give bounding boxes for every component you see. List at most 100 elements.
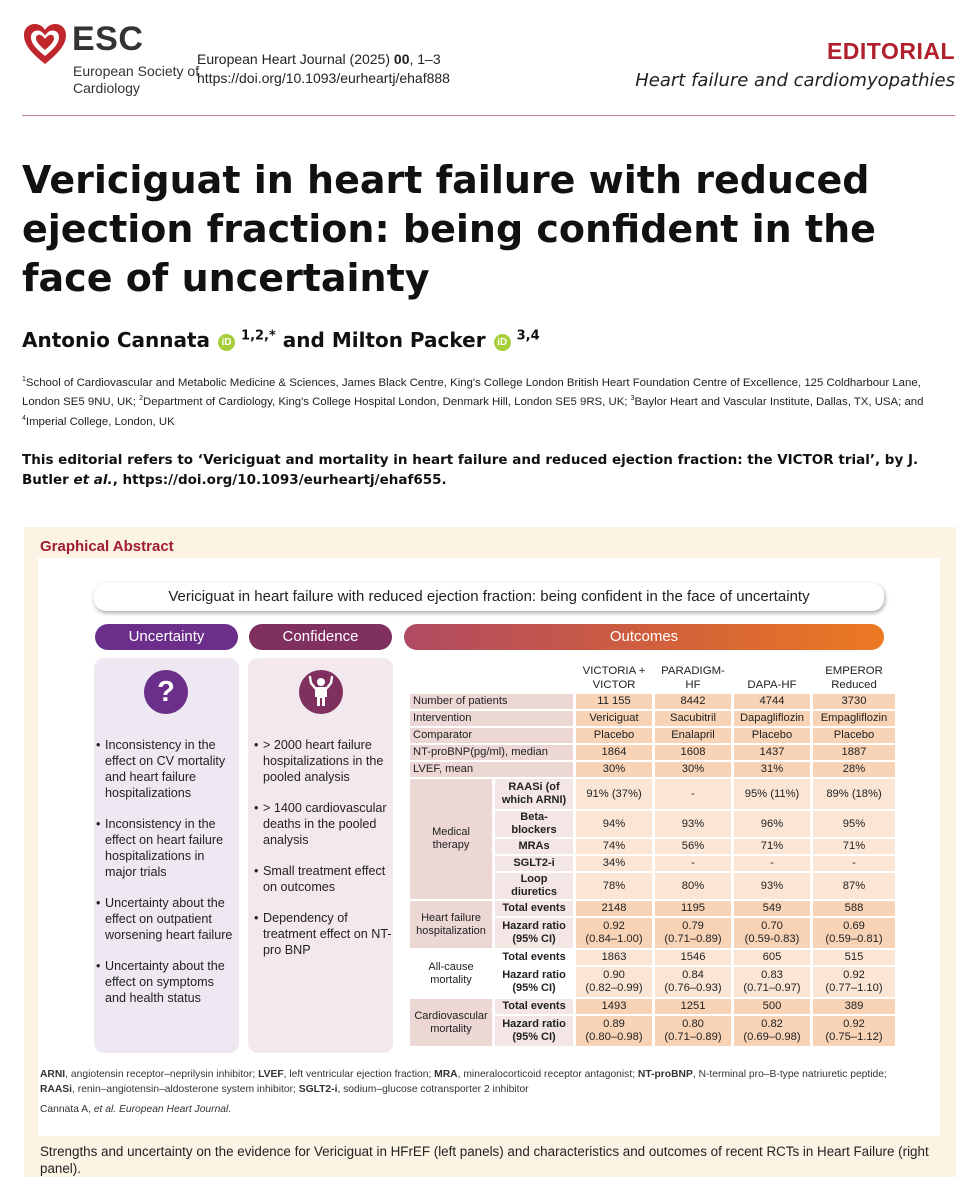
- hazard-ratio: 0.82: [761, 1018, 783, 1030]
- orcid-icon[interactable]: iD: [218, 334, 236, 351]
- subrow-label: SGLT2-i: [495, 856, 573, 871]
- affiliation-text: Imperial College, London, UK: [25, 415, 175, 428]
- table-row: SGLT2-i 34% - - -: [410, 856, 895, 871]
- table-row: Heart failure hospitalization Total even…: [410, 901, 895, 948]
- confidence-list: > 2000 heart failure hospitalizations in…: [254, 737, 392, 973]
- affiliation-number: 1: [22, 376, 26, 383]
- table-corner-cell: [410, 662, 573, 692]
- hazard-ratio: 0.69: [843, 920, 865, 932]
- table-cell: 11 155: [576, 694, 652, 709]
- table-row: Hazard ratio (95% CI) 0.92 (0.84–1.00) 0.…: [410, 918, 895, 948]
- table-cell: Placebo: [813, 728, 895, 743]
- table-row: Number of patients 11 155 8442 4744 3730: [410, 694, 895, 709]
- figure-caption: Strengths and uncertainty on the evidenc…: [40, 1144, 929, 1176]
- author-name: Antonio Cannata: [22, 328, 211, 352]
- abbr-term: LVEF: [258, 1069, 284, 1080]
- hazard-ratio: 0.79: [682, 920, 704, 932]
- table-cell: 1493: [576, 999, 652, 1014]
- subrow-label: Hazard ratio (95% CI): [495, 967, 573, 997]
- table-cell: 95% (11%): [734, 779, 810, 809]
- hazard-ratio: 0.90: [603, 969, 625, 981]
- table-cell: -: [655, 779, 731, 809]
- table-cell: 2148: [576, 901, 652, 916]
- table-cell: 89% (18%): [813, 779, 895, 809]
- abbr-term: NT-proBNP: [637, 1069, 693, 1080]
- abbr-term: ARNI: [40, 1069, 66, 1080]
- group-label: All-cause mortality: [410, 950, 493, 997]
- table-cell: 1887: [813, 745, 895, 760]
- article-type: EDITORIAL: [826, 38, 955, 64]
- confidence-interval: (0.71–0.97): [743, 982, 801, 994]
- table-cell: 0.84 (0.76–0.93): [655, 967, 731, 997]
- table-cell: 0.82 (0.69–0.98): [734, 1016, 810, 1046]
- subrow-label: Total events: [495, 901, 573, 916]
- author-conjunction: and: [282, 328, 325, 352]
- table-row: Medical therapy RAASi (of which ARNI) 91…: [410, 779, 895, 899]
- confidence-interval: (0.59–0.81): [825, 933, 883, 945]
- list-item: Inconsistency in the effect on heart fai…: [96, 816, 236, 880]
- list-item: Small treatment effect on outcomes: [254, 863, 392, 895]
- trial-header: PARADIGM-HF: [661, 665, 725, 691]
- hazard-ratio: 0.89: [603, 1018, 625, 1030]
- confidence-interval: (0.59-0.83): [744, 933, 800, 945]
- subrow-label: Total events: [495, 950, 573, 965]
- table-cell: Empagliflozin: [813, 711, 895, 726]
- table-cell: 1251: [655, 999, 731, 1014]
- table-cell: 588: [813, 901, 895, 916]
- abbr-definition: , left ventricular ejection fraction;: [283, 1069, 435, 1080]
- table-cell: 3730: [813, 694, 895, 709]
- section-name: Heart failure and cardiomyopathies: [635, 70, 955, 91]
- row-label: Comparator: [410, 728, 573, 743]
- table-row: Loop diuretics 78% 80% 93% 87%: [410, 873, 895, 899]
- abbr-term: SGLT2-i: [298, 1084, 338, 1095]
- table-cell: 56%: [655, 839, 731, 854]
- author-line: Antonio Cannata iD 1,2,* and Milton Packer…: [22, 328, 540, 352]
- table-cell: 549: [734, 901, 810, 916]
- table-cell: 0.79 (0.71–0.89): [655, 918, 731, 948]
- journal-volume: 00: [393, 51, 410, 67]
- affiliations: 1School of Cardiovascular and Metabolic …: [22, 372, 957, 430]
- table-cell: 34%: [576, 856, 652, 871]
- table-cell: -: [734, 856, 810, 871]
- question-mark-icon: ?: [144, 670, 188, 714]
- confidence-interval: (0.80–0.98): [585, 1031, 643, 1043]
- subrow-label: Hazard ratio (95% CI): [495, 1016, 573, 1046]
- list-item: Dependency of treatment effect on NT-pro…: [254, 910, 392, 958]
- hazard-ratio: 0.84: [682, 969, 704, 981]
- author-affiliation-marks: 1,2,*: [241, 328, 276, 344]
- table-cell: 1546: [655, 950, 731, 965]
- group-label: Medical therapy: [410, 779, 493, 899]
- table-cell: 31%: [734, 762, 810, 777]
- refers-doi-link[interactable]: , https://doi.org/10.1093/eurheartj/ehaf…: [112, 472, 447, 488]
- table-cell: 95%: [813, 811, 895, 837]
- table-row: Hazard ratio (95% CI) 0.90 (0.82–0.99) 0.…: [410, 967, 895, 997]
- graphical-abstract-label: Graphical Abstract: [40, 538, 174, 555]
- abbr-definition: , mineralocorticoid receptor antagonist;: [457, 1069, 638, 1080]
- refers-to-note: This editorial refers to ‘Vericiguat and…: [22, 450, 957, 490]
- table-cell: 389: [813, 999, 895, 1014]
- subrow-label: MRAs: [495, 839, 573, 854]
- confident-person-icon: [299, 670, 343, 714]
- citation-authors: Cannata A,: [40, 1104, 94, 1115]
- table-cell: 4744: [734, 694, 810, 709]
- hazard-ratio: 0.80: [682, 1018, 704, 1030]
- esc-heart-logo-icon: [24, 24, 66, 64]
- table-cell: 78%: [576, 873, 652, 899]
- figure-citation: Cannata A, et al. European Heart Journal…: [40, 1104, 231, 1115]
- confidence-interval: (0.84–1.00): [585, 933, 643, 945]
- table-cell: Vericiguat: [576, 711, 652, 726]
- affiliation-text: Department of Cardiology, King's College…: [143, 396, 631, 409]
- abbr-definition: , N-terminal pro–B-type natriuretic pept…: [692, 1069, 887, 1080]
- list-item: > 2000 heart failure hospitalizations in…: [254, 737, 392, 785]
- table-cell: 1864: [576, 745, 652, 760]
- table-row: Intervention Vericiguat Sacubitril Dapag…: [410, 711, 895, 726]
- doi-link[interactable]: https://doi.org/10.1093/eurheartj/ehaf88…: [197, 70, 450, 86]
- table-row: NT-proBNP(pg/ml), median 1864 1608 1437 …: [410, 745, 895, 760]
- table-cell: 30%: [576, 762, 652, 777]
- table-cell: 8442: [655, 694, 731, 709]
- table-row: MRAs 74% 56% 71% 71%: [410, 839, 895, 854]
- table-cell: 93%: [655, 811, 731, 837]
- group-label: Cardiovascular mortality: [410, 999, 493, 1046]
- orcid-icon[interactable]: iD: [493, 334, 511, 351]
- esc-logo-text: ESC: [72, 20, 144, 58]
